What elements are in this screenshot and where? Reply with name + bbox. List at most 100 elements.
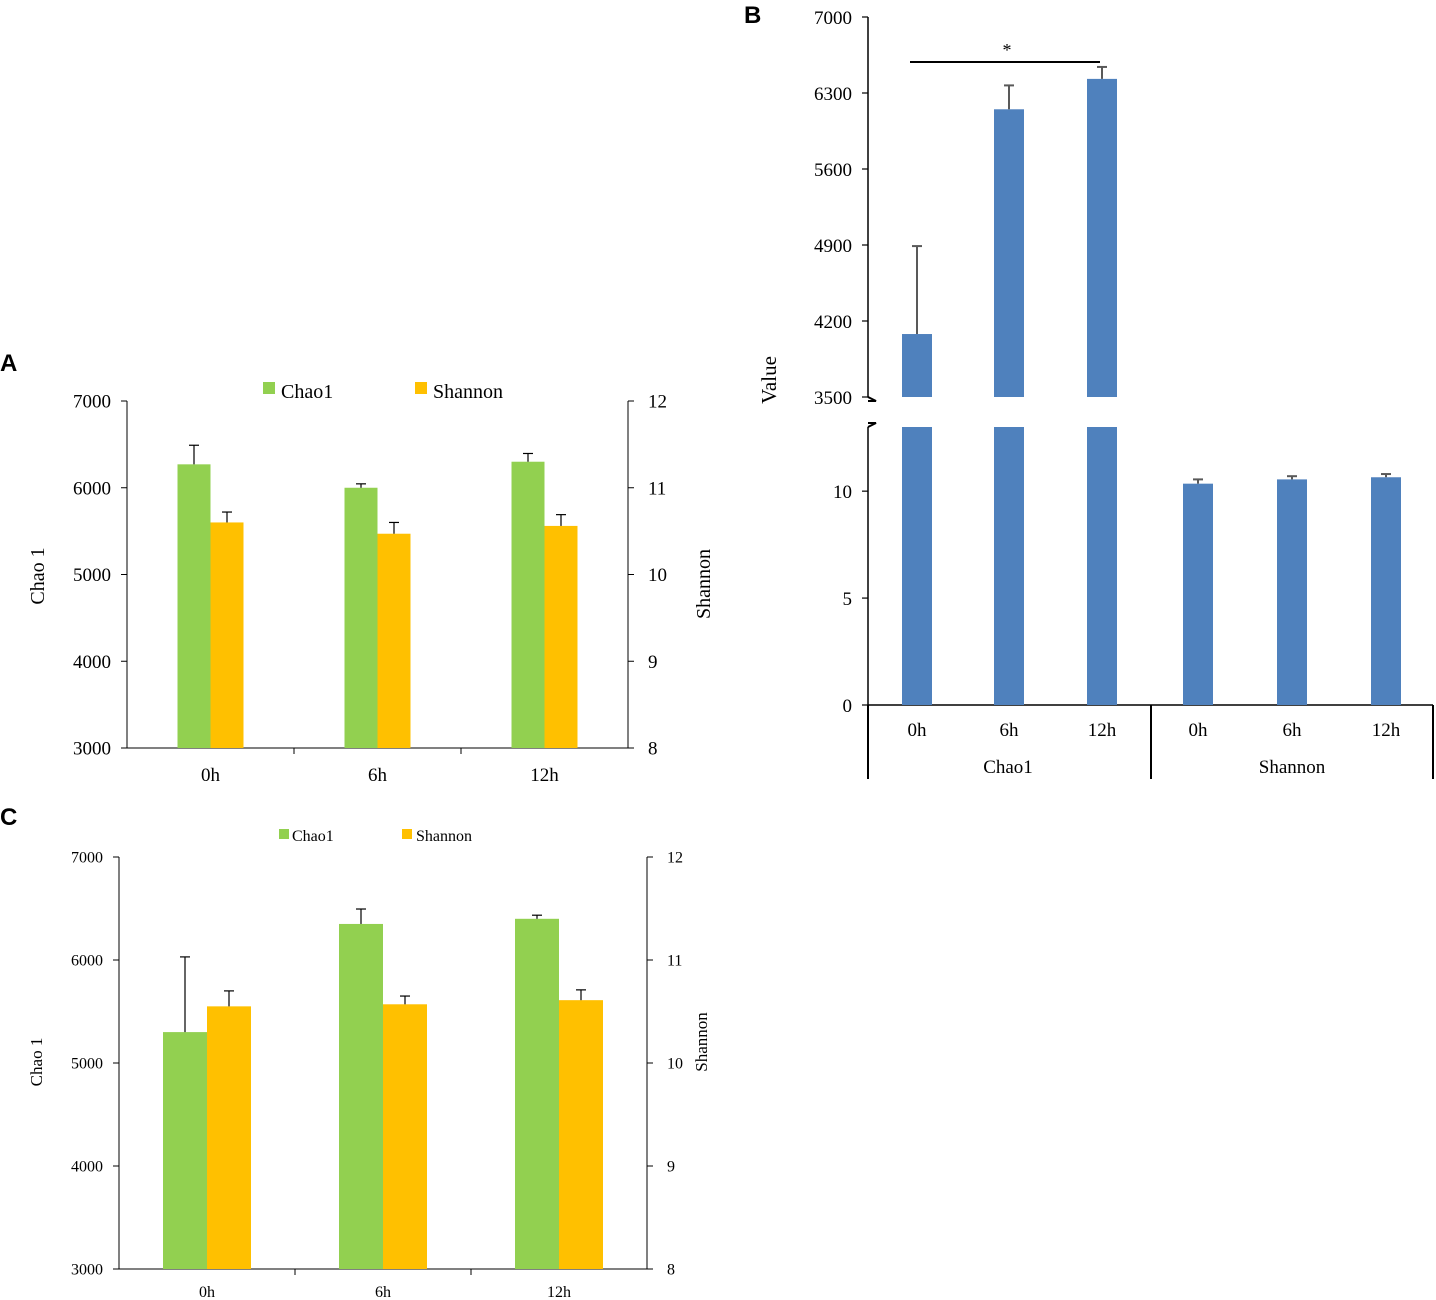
upper-tick-label: 3500 bbox=[814, 388, 852, 409]
bar-shannon-6h bbox=[383, 1004, 427, 1269]
legend-chao1-swatch bbox=[279, 829, 289, 839]
left-tick-label: 5000 bbox=[73, 565, 111, 586]
right-tick-label: 8 bbox=[667, 1262, 675, 1279]
error-bar-chao1-6h bbox=[356, 483, 366, 488]
lower-tick-label: 5 bbox=[843, 589, 853, 610]
left-tick-label: 3000 bbox=[71, 1262, 103, 1279]
bar-chao1-6h-lower bbox=[994, 427, 1024, 705]
bar-shannon-6h bbox=[377, 533, 411, 748]
x-tick-label: 12h bbox=[1372, 720, 1401, 741]
right-tick-label: 10 bbox=[648, 565, 667, 586]
panel-b-letter: B bbox=[744, 2, 761, 29]
panel-b-group-label-shannon: Shannon bbox=[1259, 757, 1326, 778]
right-tick-label: 12 bbox=[667, 850, 683, 867]
x-tick-label: 12h bbox=[530, 765, 559, 786]
axis-break-mark-lower bbox=[867, 422, 877, 428]
bar-chao1-0h bbox=[177, 464, 211, 748]
upper-tick-label: 4900 bbox=[814, 236, 852, 257]
legend-chao1-swatch bbox=[263, 382, 275, 394]
upper-tick-label: 5600 bbox=[814, 160, 852, 181]
bar-shannon-0h bbox=[1183, 483, 1213, 705]
legend-chao1-label: Chao1 bbox=[281, 381, 333, 403]
error-bar-shannon-0h bbox=[224, 990, 234, 1007]
error-bar-chao1-0h bbox=[189, 444, 199, 465]
error-bar-shannon-0h bbox=[222, 511, 232, 523]
bar-chao1-6h bbox=[339, 923, 383, 1269]
lower-tick-label: 0 bbox=[843, 696, 853, 717]
legend-chao1-label: Chao1 bbox=[292, 828, 334, 845]
lower-tick-label: 10 bbox=[833, 482, 852, 503]
legend-shannon-swatch bbox=[402, 829, 412, 839]
panel-a-ylabel-right: Shannon bbox=[693, 549, 715, 619]
panel-a-letter: A bbox=[0, 350, 17, 377]
right-tick-label: 8 bbox=[648, 739, 658, 760]
right-tick-label: 12 bbox=[648, 392, 667, 413]
bar-shannon-12h bbox=[544, 525, 578, 748]
bar-shannon-0h bbox=[207, 1006, 251, 1269]
x-tick-label: 6h bbox=[368, 765, 388, 786]
axis-break-mark-upper bbox=[867, 396, 877, 402]
left-tick-label: 6000 bbox=[71, 953, 103, 970]
x-tick-label: 6h bbox=[375, 1284, 391, 1300]
bar-chao1-0h-upper bbox=[902, 334, 932, 397]
error-bar-chao1-12h bbox=[532, 914, 542, 919]
panel-c: C Chao 1 Shannon Chao1 Shannon 3000 4000 5… bbox=[0, 804, 711, 1300]
right-tick-label: 9 bbox=[648, 652, 658, 673]
error-bar-chao1-0h bbox=[180, 956, 190, 1033]
left-tick-label: 5000 bbox=[71, 1056, 103, 1073]
error-bar-shannon-6h bbox=[1287, 475, 1297, 480]
bar-chao1-6h-upper bbox=[994, 109, 1024, 398]
left-tick-label: 3000 bbox=[73, 739, 111, 760]
panel-a-ylabel: Chao 1 bbox=[27, 547, 49, 604]
right-tick-label: 11 bbox=[648, 478, 666, 499]
legend-shannon-swatch bbox=[415, 382, 427, 394]
x-tick-label: 0h bbox=[908, 720, 928, 741]
panel-c-ylabel: Chao 1 bbox=[27, 1038, 46, 1087]
bar-chao1-6h bbox=[344, 487, 378, 748]
x-tick-label: 0h bbox=[1189, 720, 1209, 741]
panel-c-letter: C bbox=[0, 804, 17, 831]
x-tick-label: 12h bbox=[547, 1284, 571, 1300]
bar-shannon-0h bbox=[210, 522, 244, 748]
upper-tick-label: 4200 bbox=[814, 312, 852, 333]
x-tick-label: 6h bbox=[1283, 720, 1303, 741]
legend-shannon-label: Shannon bbox=[416, 828, 472, 845]
bar-shannon-12h bbox=[1371, 477, 1401, 705]
error-bar-chao1-0h bbox=[912, 245, 922, 335]
panel-c-ylabel-right: Shannon bbox=[692, 1012, 711, 1072]
error-bar-shannon-6h bbox=[400, 995, 410, 1005]
error-bar-shannon-12h bbox=[1381, 473, 1391, 478]
error-bar-chao1-12h bbox=[1097, 65, 1107, 79]
bar-chao1-0h-lower bbox=[902, 427, 932, 705]
upper-tick-label: 6300 bbox=[814, 84, 852, 105]
x-tick-label: 0h bbox=[199, 1284, 215, 1300]
right-tick-label: 9 bbox=[667, 1159, 675, 1176]
right-tick-label: 11 bbox=[667, 953, 682, 970]
bar-chao1-0h bbox=[163, 1032, 207, 1269]
bar-shannon-12h bbox=[559, 1000, 603, 1269]
left-tick-label: 4000 bbox=[73, 652, 111, 673]
bar-chao1-12h-upper bbox=[1087, 78, 1117, 397]
bar-chao1-12h bbox=[511, 461, 545, 748]
left-tick-label: 6000 bbox=[73, 478, 111, 499]
left-tick-label: 7000 bbox=[73, 392, 111, 413]
error-bar-shannon-12h bbox=[556, 514, 566, 526]
error-bar-chao1-6h bbox=[356, 908, 366, 924]
error-bar-shannon-12h bbox=[576, 989, 586, 1001]
left-tick-label: 4000 bbox=[71, 1159, 103, 1176]
error-bar-shannon-6h bbox=[389, 521, 399, 534]
x-tick-label: 0h bbox=[201, 765, 221, 786]
bar-shannon-6h bbox=[1277, 479, 1307, 705]
bar-chao1-12h-lower bbox=[1087, 427, 1117, 705]
left-tick-label: 7000 bbox=[71, 850, 103, 867]
x-tick-label: 6h bbox=[1000, 720, 1020, 741]
panel-b-group-label-chao1: Chao1 bbox=[983, 757, 1033, 778]
right-tick-label: 10 bbox=[667, 1056, 683, 1073]
upper-tick-label: 7000 bbox=[814, 8, 852, 29]
error-bar-chao1-12h bbox=[523, 452, 533, 462]
error-bar-shannon-0h bbox=[1193, 478, 1203, 484]
panel-b-ylabel: Value bbox=[757, 356, 781, 404]
significance-asterisk: * bbox=[1003, 40, 1012, 60]
bar-chao1-12h bbox=[515, 918, 559, 1269]
